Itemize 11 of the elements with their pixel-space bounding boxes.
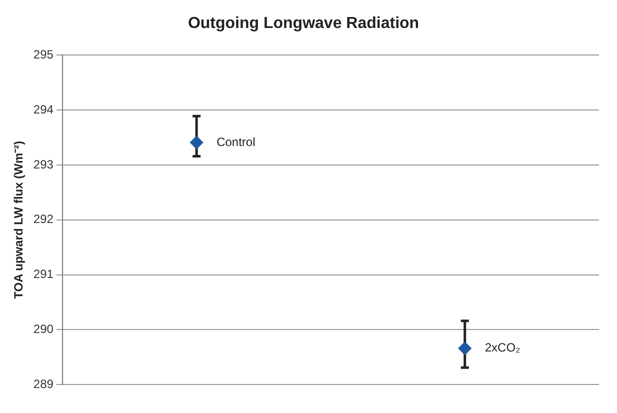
y-axis-title: TOA upward LW flux (Wm⁻²): [12, 140, 26, 299]
y-tick-label: 293: [33, 157, 54, 172]
y-tick-label: 289: [33, 376, 54, 391]
y-tick-label: 294: [33, 102, 54, 116]
series-label: Control: [216, 134, 256, 149]
chart-title: Outgoing Longwave Radiation: [188, 15, 420, 32]
y-tick-label: 295: [33, 48, 54, 62]
y-tick-label: 291: [33, 267, 54, 282]
y-tick-label: 290: [33, 322, 54, 336]
y-tick-label: 292: [33, 212, 54, 226]
series-label: 2xCO₂: [484, 340, 521, 355]
